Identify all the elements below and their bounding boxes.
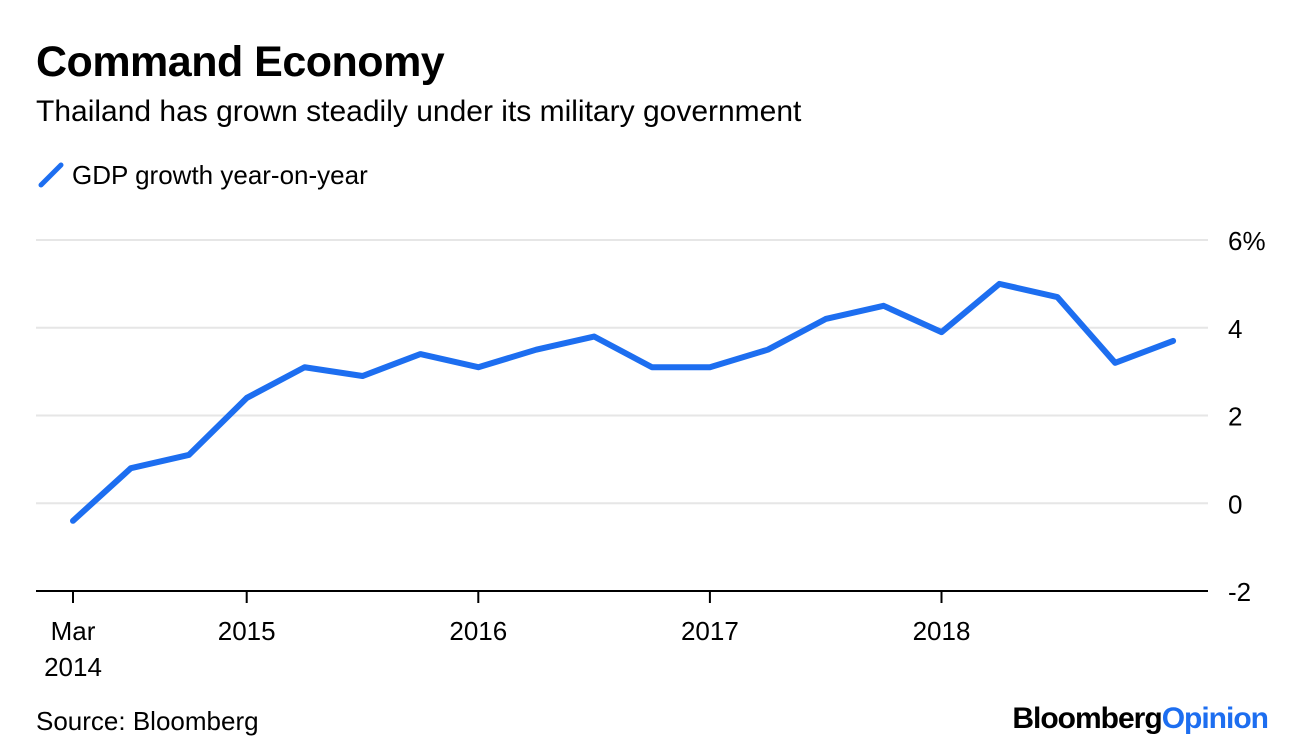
y-tick-label: 4 <box>1228 314 1242 344</box>
x-tick-label: 2015 <box>218 616 276 646</box>
bloomberg-opinion-logo: BloombergOpinion <box>1012 702 1269 736</box>
x-tick-label: 2016 <box>449 616 507 646</box>
x-tick-label: 2017 <box>681 616 739 646</box>
chart-title: Command Economy <box>36 38 445 86</box>
legend: GDP growth year-on-year <box>36 158 368 192</box>
legend-label: GDP growth year-on-year <box>72 159 368 190</box>
y-tick-label: 0 <box>1228 489 1242 519</box>
line-chart: 6% 4 2 0 -2 Mar 2014 2015 2016 2017 2018 <box>36 226 1266 682</box>
logo-opinion: Opinion <box>1161 702 1269 735</box>
legend-swatch <box>38 162 64 188</box>
x-tick-label: Mar <box>51 616 96 646</box>
y-tick-label: -2 <box>1228 577 1251 607</box>
logo-bloomberg: Bloomberg <box>1012 702 1162 735</box>
source-note: Source: Bloomberg <box>36 706 259 736</box>
series-line <box>70 280 1177 524</box>
y-tick-label: 6% <box>1228 226 1266 256</box>
chart-subtitle: Thailand has grown steadily under its mi… <box>36 95 802 128</box>
x-tick-label: 2018 <box>913 616 971 646</box>
x-tick-label: 2014 <box>44 652 102 682</box>
y-tick-label: 2 <box>1228 402 1242 432</box>
